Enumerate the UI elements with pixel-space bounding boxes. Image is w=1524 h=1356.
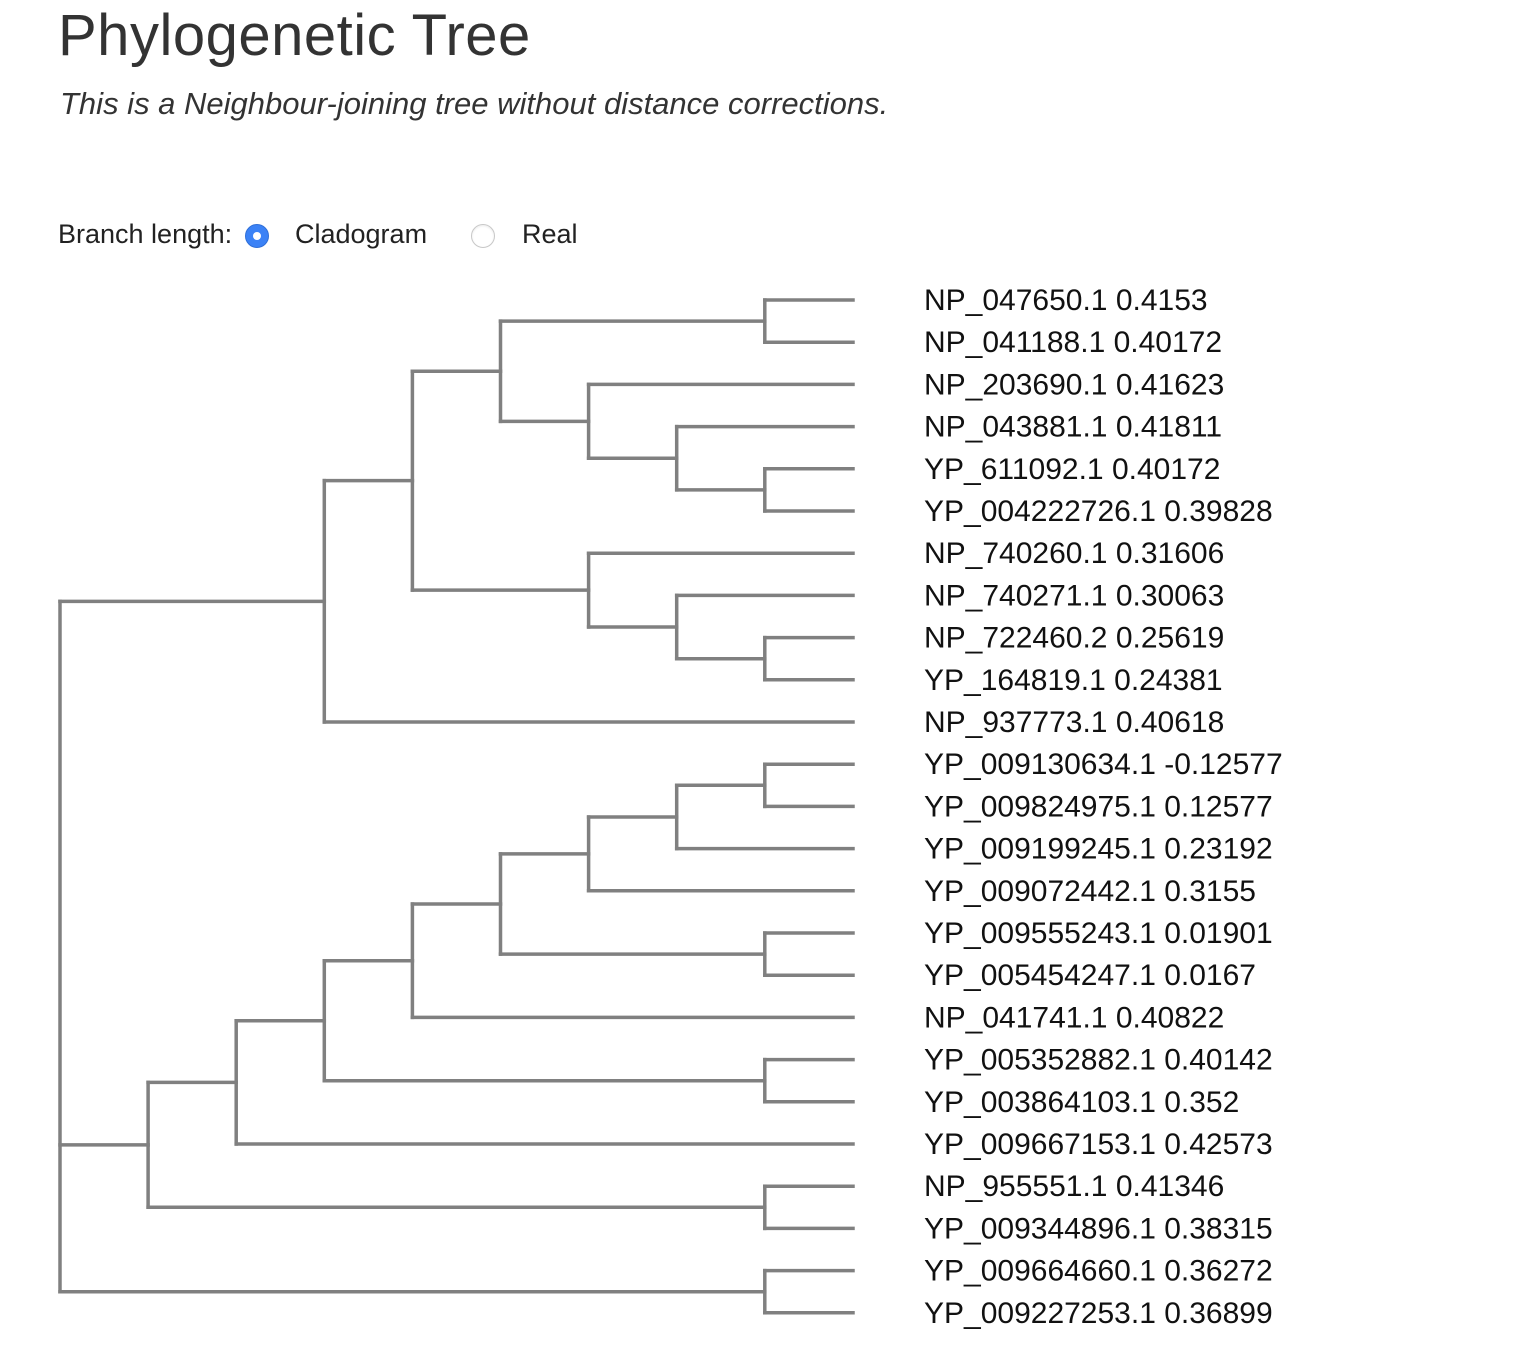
real-option-label[interactable]: Real [522, 219, 578, 249]
real-radio[interactable] [471, 224, 495, 248]
cladogram-radio[interactable] [245, 224, 269, 248]
leaf-label: NP_722460.2 0.25619 [924, 622, 1224, 655]
branch-length-controls: Branch length: Cladogram Real [58, 216, 618, 256]
leaf-label: NP_047650.1 0.4153 [924, 284, 1208, 317]
leaf-label: YP_009555243.1 0.01901 [924, 917, 1273, 950]
leaf-label: NP_041741.1 0.40822 [924, 1001, 1224, 1034]
leaf-label: YP_005352882.1 0.40142 [924, 1044, 1273, 1077]
leaf-label: YP_009824975.1 0.12577 [924, 790, 1273, 823]
leaf-label: YP_164819.1 0.24381 [924, 664, 1223, 697]
leaf-label: YP_009664660.1 0.36272 [924, 1255, 1273, 1288]
leaf-label: YP_009199245.1 0.23192 [924, 833, 1273, 866]
leaf-label: NP_041188.1 0.40172 [924, 326, 1222, 359]
leaf-label: NP_203690.1 0.41623 [924, 368, 1224, 401]
leaf-label: NP_043881.1 0.41811 [924, 411, 1222, 444]
leaf-label: YP_009344896.1 0.38315 [924, 1212, 1273, 1245]
leaf-label: YP_005454247.1 0.0167 [924, 959, 1256, 992]
leaf-label: YP_009227253.1 0.36899 [924, 1297, 1273, 1330]
leaf-label: NP_955551.1 0.41346 [924, 1170, 1224, 1203]
leaf-label: NP_740271.1 0.30063 [924, 579, 1224, 612]
leaf-label: YP_009667153.1 0.42573 [924, 1128, 1273, 1161]
page-subtitle: This is a Neighbour-joining tree without… [60, 86, 889, 121]
branch-length-label: Branch length: [58, 219, 233, 249]
leaf-label: YP_009072442.1 0.3155 [924, 875, 1256, 908]
leaf-label: YP_004222726.1 0.39828 [924, 495, 1273, 528]
leaf-label: YP_003864103.1 0.352 [924, 1086, 1239, 1119]
page-title: Phylogenetic Tree [58, 3, 531, 68]
cladogram-option-label[interactable]: Cladogram [295, 219, 428, 249]
leaf-label: YP_009130634.1 -0.12577 [924, 748, 1283, 781]
leaf-label: NP_937773.1 0.40618 [924, 706, 1224, 739]
leaf-label: YP_611092.1 0.40172 [924, 453, 1220, 486]
leaf-label: NP_740260.1 0.31606 [924, 537, 1224, 570]
